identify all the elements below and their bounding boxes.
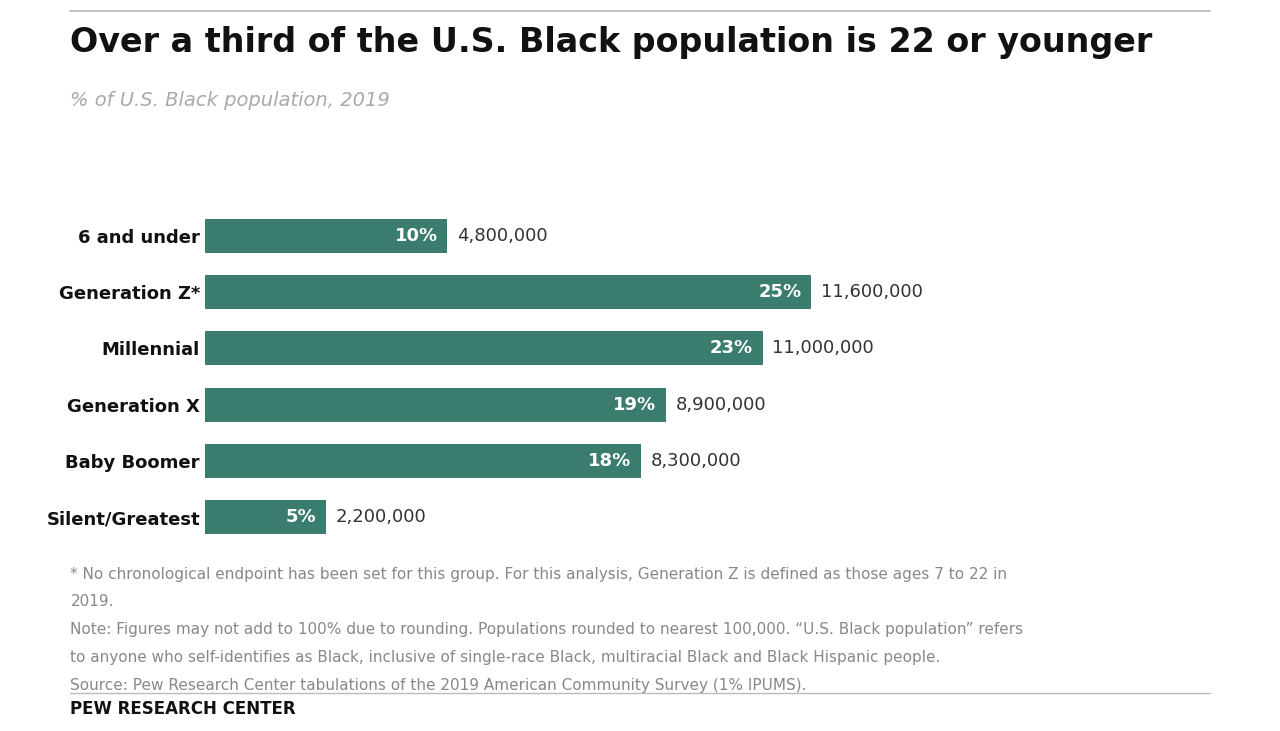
Text: 18%: 18% xyxy=(589,452,631,470)
Text: Source: Pew Research Center tabulations of the 2019 American Community Survey (1: Source: Pew Research Center tabulations … xyxy=(70,678,806,693)
Text: Over a third of the U.S. Black population is 22 or younger: Over a third of the U.S. Black populatio… xyxy=(70,26,1153,58)
Text: % of U.S. Black population, 2019: % of U.S. Black population, 2019 xyxy=(70,91,390,110)
Bar xyxy=(205,387,666,422)
Text: 4,800,000: 4,800,000 xyxy=(457,227,548,245)
Text: 11,000,000: 11,000,000 xyxy=(772,339,874,357)
Text: 25%: 25% xyxy=(758,283,801,301)
Text: 8,900,000: 8,900,000 xyxy=(676,395,765,414)
Bar xyxy=(205,444,641,478)
Text: 19%: 19% xyxy=(613,395,655,414)
Text: PEW RESEARCH CENTER: PEW RESEARCH CENTER xyxy=(70,700,296,719)
Text: 5%: 5% xyxy=(285,508,316,526)
Text: 10%: 10% xyxy=(394,227,438,245)
Bar xyxy=(205,501,326,534)
Text: 2019.: 2019. xyxy=(70,594,114,610)
Bar xyxy=(205,331,763,366)
Bar xyxy=(205,275,812,309)
Text: 8,300,000: 8,300,000 xyxy=(652,452,741,470)
Text: Note: Figures may not add to 100% due to rounding. Populations rounded to neares: Note: Figures may not add to 100% due to… xyxy=(70,622,1024,637)
Text: * No chronological endpoint has been set for this group. For this analysis, Gene: * No chronological endpoint has been set… xyxy=(70,567,1007,582)
Text: to anyone who self-identifies as Black, inclusive of single-race Black, multirac: to anyone who self-identifies as Black, … xyxy=(70,650,941,665)
Text: 11,600,000: 11,600,000 xyxy=(820,283,923,301)
Text: 2,200,000: 2,200,000 xyxy=(335,508,426,526)
Text: 23%: 23% xyxy=(710,339,753,357)
Bar xyxy=(205,219,447,252)
